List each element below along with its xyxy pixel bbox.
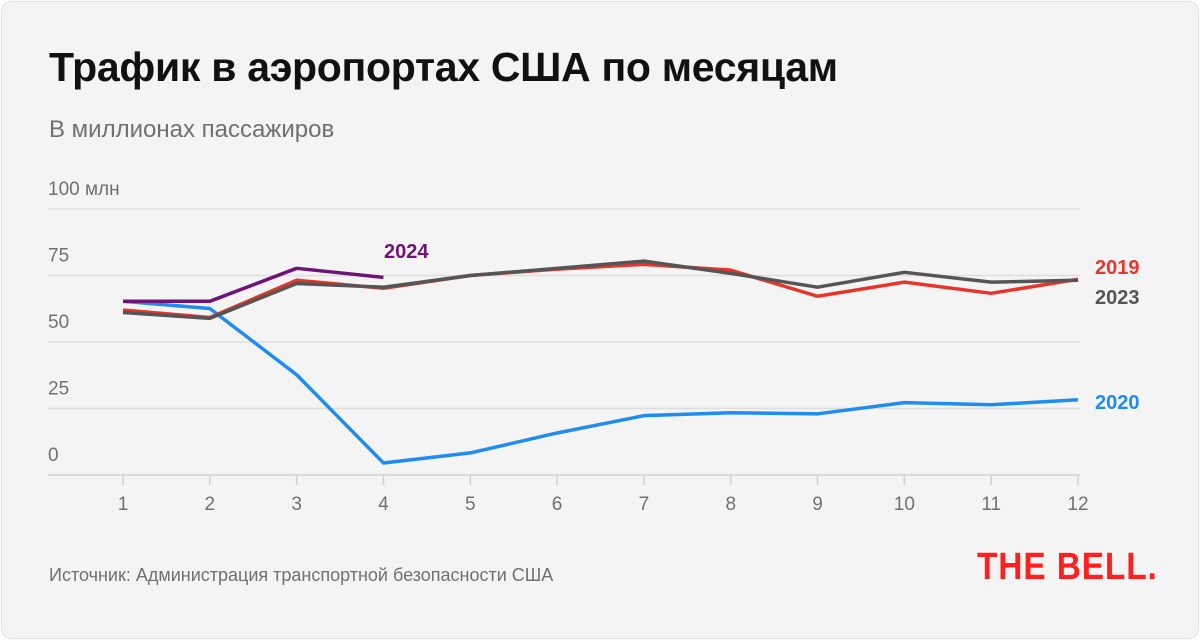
x-tick-label: 10 (894, 494, 915, 515)
y-tick-label: 0 (48, 445, 59, 466)
y-tick-label: 75 (48, 246, 69, 267)
series-label-2019: 2019 (1095, 257, 1140, 279)
y-tick-label: 25 (48, 379, 69, 400)
x-tick-label: 3 (291, 494, 302, 515)
y-tick-label: 50 (48, 312, 69, 333)
x-tick-label: 9 (812, 494, 823, 515)
chart-title: Трафик в аэропортах США по месяцам (49, 44, 838, 90)
x-tick-label: 8 (725, 494, 736, 515)
series-line-2024 (123, 266, 384, 304)
series-label-2023: 2023 (1095, 287, 1140, 309)
series-line-2023 (122, 259, 1079, 321)
x-tick-label: 1 (118, 494, 129, 515)
x-tick-label: 5 (465, 494, 476, 515)
x-tick-label: 6 (552, 494, 563, 515)
y-tick-label: 100 млн (48, 179, 120, 200)
series-label-2020: 2020 (1095, 392, 1140, 414)
series-label-2024: 2024 (384, 241, 429, 263)
x-tick-label: 2 (205, 494, 216, 515)
series-line-2019 (122, 262, 1079, 320)
x-tick-label: 7 (639, 494, 650, 515)
chart-subtitle: В миллионах пассажиров (49, 116, 335, 143)
the-bell-logo: THE BELL. (977, 546, 1158, 588)
x-tick-label: 11 (981, 494, 1001, 515)
x-tick-label: 12 (1067, 494, 1088, 515)
series-line-2020 (122, 299, 1079, 465)
source-note: Источник: Администрация транспортной без… (49, 565, 554, 585)
x-tick-label: 4 (378, 494, 389, 515)
